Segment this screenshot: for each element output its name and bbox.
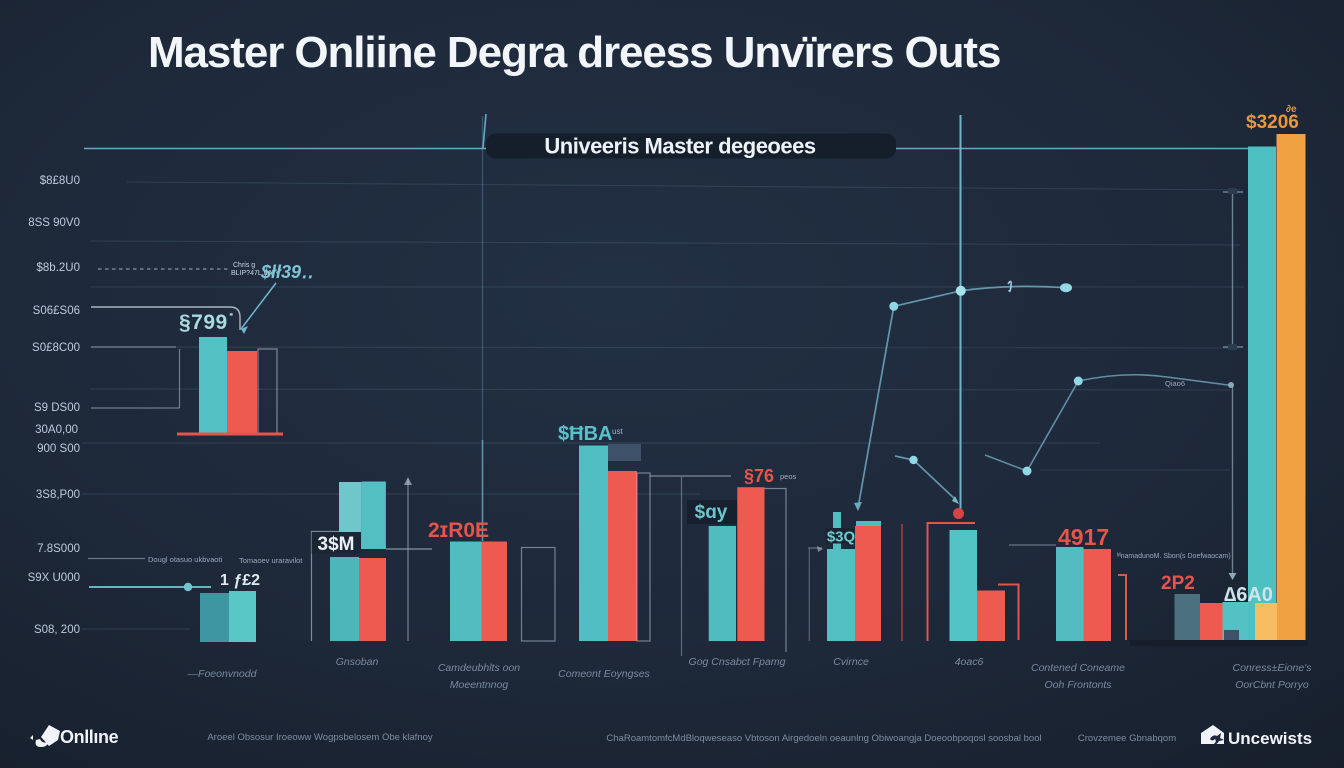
svg-text:Uncewists: Uncewists (1228, 729, 1312, 748)
svg-text:3$M: 3$M (318, 534, 355, 555)
svg-text:Moeentnnog: Moeentnnog (450, 679, 509, 691)
svg-text:Qiao6: Qiao6 (1165, 379, 1185, 388)
svg-text:ust: ust (612, 427, 623, 436)
svg-text:Univeeris Master degeoees: Univeeris Master degeoees (544, 134, 815, 159)
svg-text:§799˙: §799˙ (179, 311, 235, 334)
svg-text:∆6A0: ∆6A0 (1224, 584, 1273, 606)
svg-text:Camdeubhlts oon: Camdeubhlts oon (438, 662, 520, 674)
svg-text:S9X U000: S9X U000 (28, 572, 80, 584)
svg-text:ᴹnamadunoM. Sbon(s Doefwaocam): ᴹnamadunoM. Sbon(s Doefwaocam) (1117, 553, 1231, 560)
svg-text:30A0,00: 30A0,00 (35, 424, 78, 436)
svg-text:Chris g: Chris g (233, 262, 255, 269)
svg-text:Comeont Eoyngses: Comeont Eoyngses (558, 668, 650, 680)
svg-text:Onllıne: Onllıne (60, 727, 119, 747)
svg-text:Gnsoban: Gnsoban (336, 656, 379, 668)
svg-text:∂e: ∂e (1286, 104, 1297, 115)
svg-text:$8b.2U0: $8b.2U0 (37, 262, 80, 274)
svg-text:Conress±Eione's: Conress±Eione's (1233, 662, 1313, 674)
svg-text:7.8S000: 7.8S000 (37, 543, 80, 555)
svg-text:$3206: $3206 (1246, 112, 1299, 133)
svg-text:$8£8U0: $8£8U0 (40, 175, 80, 187)
svg-text:$łł39‥: $łł39‥ (260, 262, 313, 282)
svg-text:$ĦBA: $ĦBA (558, 423, 612, 445)
svg-text:—Foeonvnodd: —Foeonvnodd (187, 668, 258, 680)
svg-text:Crovzemee Gbnabqom: Crovzemee Gbnabqom (1078, 733, 1176, 744)
svg-text:Dougl otasuo ukbvaoti: Dougl otasuo ukbvaoti (148, 555, 223, 564)
svg-text:ChaRoamtomfcMdBloqweseaso Vbto: ChaRoamtomfcMdBloqweseaso Vbtoson Airged… (606, 733, 1041, 744)
svg-text:BLIP?47L,dAY: BLIP?47L,dAY (231, 270, 277, 277)
svg-text:S9 DS00: S9 DS00 (34, 402, 80, 414)
svg-text:8SS 90V0: 8SS 90V0 (28, 217, 80, 229)
svg-text:S0£8C00: S0£8C00 (32, 342, 80, 354)
svg-text:Aroeel Obsosur Iroeoww Wogpsbe: Aroeel Obsosur Iroeoww Wogpsbelosem Obe … (207, 732, 433, 743)
svg-text:2ɪR0E: 2ɪR0E (428, 519, 489, 542)
svg-text:4917: 4917 (1058, 524, 1109, 550)
svg-text:peos: peos (780, 472, 797, 481)
svg-text:Ooh Frontonts: Ooh Frontonts (1044, 679, 1112, 691)
svg-text:Gog Cnsabct Fpamg: Gog Cnsabct Fpamg (689, 656, 786, 668)
svg-text:Contened Coneame: Contened Coneame (1031, 662, 1125, 674)
svg-text:S06£S06: S06£S06 (33, 305, 80, 317)
svg-text:OorCbnt Porryo: OorCbnt Porryo (1235, 679, 1309, 691)
svg-text:Tomaoev uraravilot: Tomaoev uraravilot (239, 556, 303, 565)
svg-text:$ɑy: $ɑy (695, 502, 728, 523)
svg-text:Cvirnce: Cvirnce (833, 656, 869, 668)
svg-text:Master Onliine Degra dreess Un: Master Onliine Degra dreess Unvïrers Out… (148, 28, 1000, 77)
svg-text:900 S00: 900 S00 (37, 443, 80, 455)
svg-text:$3Q: $3Q (827, 529, 856, 546)
svg-text:1 ƒ£2: 1 ƒ£2 (220, 572, 260, 589)
svg-text:2P2: 2P2 (1161, 573, 1195, 594)
svg-text:S08, 200: S08, 200 (34, 624, 80, 636)
svg-text:4oac6: 4oac6 (955, 656, 984, 668)
svg-text:3S8,P00: 3S8,P00 (36, 489, 80, 501)
svg-text:§76: §76 (744, 466, 774, 486)
